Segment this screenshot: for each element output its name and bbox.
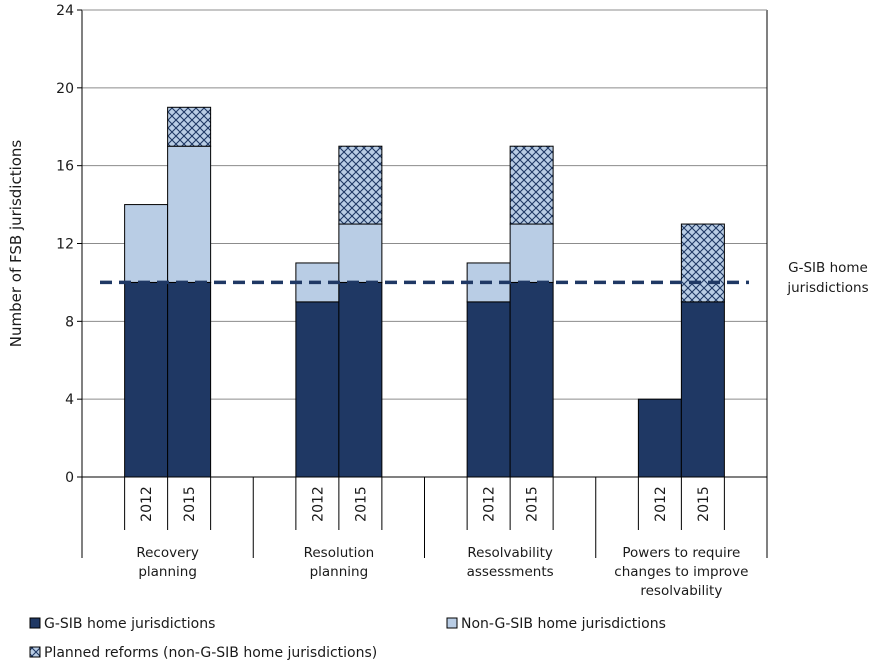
bar-non-g-sib-home-jurisdictions-2015 <box>338 223 383 283</box>
bar-non-g-sib-home-jurisdictions-2015 <box>167 145 212 283</box>
category-label: resolvability <box>640 583 722 599</box>
bar-non-g-sib-home-jurisdictions-2015 <box>509 223 554 283</box>
year-label: 2012 <box>139 486 155 522</box>
y-tick-label: 20 <box>56 81 74 97</box>
y-tick-label: 24 <box>56 3 74 19</box>
bars <box>124 106 725 478</box>
legend-label: G-SIB home jurisdictions <box>44 616 215 632</box>
reference-line-label: G-SIB home <box>788 260 868 276</box>
bar-g-sib-home-jurisdictions-2012 <box>466 301 511 478</box>
y-axis-title: Number of FSB jurisdictions <box>7 140 25 348</box>
category-label: Powers to require <box>622 545 740 561</box>
year-label: 2015 <box>525 486 541 522</box>
reference-line-group: G-SIB home jurisdictions <box>100 260 869 296</box>
legend: G-SIB home jurisdictions Non-G-SIB home j… <box>29 616 666 661</box>
y-tick-label: 16 <box>56 159 74 175</box>
legend-label: Non-G-SIB home jurisdictions <box>461 616 666 632</box>
year-label: 2012 <box>482 486 498 522</box>
category-label: Recovery <box>136 545 199 561</box>
bar-g-sib-home-jurisdictions-2012 <box>124 281 169 478</box>
bar-planned-reforms-non-g-sib-home-jurisdictions--2015 <box>509 145 554 225</box>
category-label: planning <box>138 564 197 580</box>
bar-planned-reforms-non-g-sib-home-jurisdictions--2015 <box>167 106 212 147</box>
bar-g-sib-home-jurisdictions-2015 <box>338 281 383 478</box>
y-tick-label: 12 <box>56 237 74 253</box>
year-label: 2012 <box>653 486 669 522</box>
legend-swatch <box>446 617 458 629</box>
reference-line-label: jurisdictions <box>786 280 868 296</box>
bar-non-g-sib-home-jurisdictions-2012 <box>124 204 169 283</box>
category-label: Resolvability <box>467 545 553 561</box>
y-tick-label: 4 <box>65 392 74 408</box>
bar-g-sib-home-jurisdictions-2015 <box>680 301 725 478</box>
legend-label: Planned reforms (non-G-SIB home jurisdic… <box>44 645 377 661</box>
axis-labels: 0 4 8 12 16 20 24 Number of FSB jurisdictions 20… <box>7 3 748 599</box>
bar-g-sib-home-jurisdictions-2012 <box>295 301 340 478</box>
bar-g-sib-home-jurisdictions-2015 <box>509 281 554 478</box>
category-label: planning <box>310 564 369 580</box>
legend-swatch <box>29 617 41 629</box>
axes <box>77 9 768 558</box>
category-label: assessments <box>467 564 554 580</box>
bar-planned-reforms-non-g-sib-home-jurisdictions--2015 <box>680 223 725 303</box>
y-tick-label: 8 <box>65 314 74 330</box>
category-label: changes to improve <box>614 564 748 580</box>
y-tick-label: 0 <box>65 470 74 486</box>
legend-swatch <box>29 646 41 658</box>
year-label: 2012 <box>310 486 326 522</box>
year-label: 2015 <box>353 486 369 522</box>
year-label: 2015 <box>182 486 198 522</box>
category-label: Resolution <box>304 545 375 561</box>
bar-g-sib-home-jurisdictions-2015 <box>167 281 212 478</box>
bar-g-sib-home-jurisdictions-2012 <box>637 398 682 478</box>
year-label: 2015 <box>696 486 712 522</box>
bar-planned-reforms-non-g-sib-home-jurisdictions--2015 <box>338 145 383 225</box>
